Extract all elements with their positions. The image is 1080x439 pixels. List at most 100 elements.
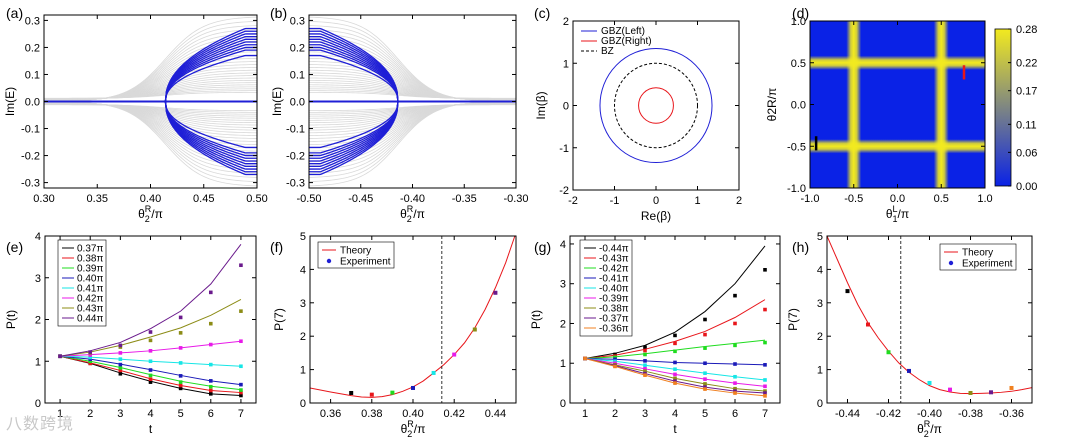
data-point [643, 367, 647, 371]
spectrum-loop [164, 35, 257, 102]
spectrum-loop [164, 101, 257, 168]
spectrum-loop [164, 38, 257, 102]
data-point [88, 359, 93, 364]
data-point [239, 364, 243, 369]
panel-g: -0.44π-0.43π-0.42π-0.41π-0.40π-0.39π-0.3… [529, 235, 781, 436]
x-tick-label: 5 [702, 408, 708, 420]
data-point [673, 381, 677, 385]
legend-label: -0.37π [599, 314, 629, 325]
panel-label: (d) [792, 5, 809, 21]
x-tick-label: 7 [762, 408, 768, 420]
x-tick-label: 1 [57, 408, 63, 420]
y-tick-label: 1 [817, 365, 823, 377]
data-point [613, 357, 617, 362]
data-point [763, 384, 767, 389]
data-point [763, 389, 767, 393]
spectrum-loop [309, 27, 399, 102]
y-tick-label: -2 [559, 185, 569, 197]
spectrum-loop [309, 38, 399, 102]
y-tick-label: -0.1 [21, 124, 40, 136]
y-axis-label: P(7) [272, 308, 286, 331]
heatmap-band-vertical [846, 21, 862, 188]
data-point [178, 346, 183, 350]
data-point [733, 381, 737, 385]
data-point [239, 382, 243, 387]
data-point [703, 346, 707, 350]
x-tick-label: 0.36 [320, 408, 341, 420]
heatmap-background [810, 21, 985, 188]
spectrum-loop [309, 101, 399, 149]
y-tick-label: 0.0 [25, 97, 40, 109]
legend-label: -0.43π [599, 254, 629, 265]
x-tick-label: -0.42 [876, 408, 901, 420]
y-axis-label: Im(β) [534, 91, 548, 119]
data-point [643, 348, 647, 353]
spectrum-loop [164, 54, 257, 102]
x-axis-label: Re(β) [641, 209, 671, 223]
y-tick-label: 0 [300, 398, 306, 410]
data-point [673, 341, 677, 346]
data-point [613, 355, 617, 360]
spectrum-loop [164, 101, 257, 176]
y-tick-label: 1 [300, 365, 306, 377]
data-point [673, 360, 677, 365]
y-tick-label: -0.3 [286, 178, 305, 190]
data-point [673, 349, 677, 354]
panel-a: 0.30 0.35 0.40 0.45 0.50 0.3 0.2 0.1 0.0 -0.1 -0.2… [3, 5, 268, 224]
experiment-point [493, 290, 498, 295]
theory-curve [310, 236, 516, 398]
experiment-point [845, 289, 850, 294]
data-point [733, 293, 737, 298]
data-point [239, 339, 243, 344]
experiment-point [989, 390, 993, 395]
legend-label: 0.43π [77, 304, 103, 315]
x-axis-label: θ2R/π [401, 419, 426, 439]
data-point [178, 361, 183, 365]
x-tick-label: -0.38 [958, 408, 983, 420]
data-point [673, 379, 677, 383]
spectrum-loop [164, 101, 257, 149]
data-point [208, 384, 213, 389]
y-tick-label: -1 [559, 143, 569, 155]
spectrum-loop [164, 41, 257, 102]
x-tick-label: 3 [117, 408, 123, 420]
y-tick-label: 3 [300, 298, 306, 310]
spectrum-loop [164, 33, 257, 102]
x-tick-label: 0.45 [193, 193, 214, 205]
data-point [733, 362, 737, 366]
x-tick-label: 4 [147, 408, 153, 420]
experiment-point [907, 368, 911, 373]
data-point [208, 342, 213, 347]
legend-label: Experiment [962, 259, 1013, 270]
y-axis-label: P(t) [529, 310, 543, 329]
legend-box [317, 241, 395, 269]
data-point [643, 373, 647, 377]
data-point [643, 363, 647, 368]
x-tick-label: 1 [582, 408, 588, 420]
y-tick-label: 3 [817, 298, 823, 310]
plot-frame [572, 20, 740, 191]
spectrum-loop [164, 46, 257, 102]
y-tick-label: 0.0 [290, 97, 305, 109]
colorbar-tick-label: 0.11 [1016, 119, 1037, 131]
panel-c: GBZ(Left)GBZ(Right)BZ -2 -1 0 1 2 2 1 0 -1 -2 (c) Im… [534, 5, 742, 223]
y-tick-label: 3 [35, 273, 41, 285]
legend-label: -0.39π [599, 294, 629, 305]
y-tick-label: 0.5 [791, 58, 806, 70]
experiment-point [948, 387, 952, 392]
spectrum-loop [164, 30, 257, 102]
y-tick-label: 1 [560, 358, 566, 370]
legend-label: 0.44π [77, 314, 103, 325]
experiment-point [349, 390, 354, 395]
legend-label: Theory [962, 248, 993, 259]
spectrum-loop [164, 101, 257, 165]
data-point [763, 378, 767, 382]
data-point [733, 391, 737, 395]
data-point [118, 366, 123, 370]
x-tick-label: 0 [653, 195, 659, 207]
y-tick-label: 5 [300, 231, 306, 243]
data-point [148, 380, 153, 384]
x-tick-label: 4 [672, 408, 678, 420]
experiment-point [1009, 385, 1014, 390]
